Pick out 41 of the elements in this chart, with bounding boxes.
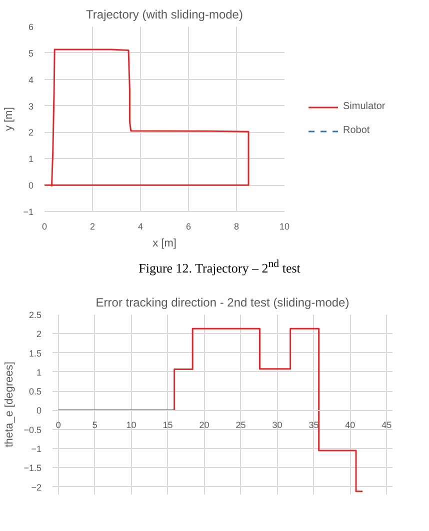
x-tick-label: 20 [199,420,210,430]
y-tick-label: 2 [36,329,42,340]
x-tick-label: 25 [236,420,246,430]
y-tick-label: 3 [28,101,34,112]
x-tick-label: 10 [126,420,136,430]
y-axis-title: theta_e [degrees] [4,362,16,448]
y-axis-title: y [m] [3,107,16,131]
chart-title: Error tracking direction - 2nd test (sliding-mode) [96,296,350,310]
y-tick-label: 0 [36,406,42,416]
y-tick-label: 2 [28,128,34,138]
x-axis-title: x [m] [152,238,176,250]
x-tick-label: 45 [382,420,392,430]
y-tick-label: 5 [28,48,34,58]
y-tick-label: 4 [28,74,34,85]
y-tick-label: 1 [28,154,34,164]
x-tick-label: 5 [92,420,98,430]
caption: Figure 12. Trajectory – 2$^{nd}$ test [138,257,302,278]
y-tick-label: −1.5 [24,463,42,474]
line-series [44,48,250,188]
y-tick-label: 2.5 [28,310,42,320]
chart-title: Trajectory (with sliding-mode) [86,8,243,22]
legend-label: Robot [343,125,370,136]
x-tick-label: 8 [234,222,240,232]
y-tick-label: 1 [36,367,42,378]
x-tick-label: 10 [279,222,290,232]
y-tick-label: 1.5 [28,348,42,358]
x-tick-label: 4 [138,222,144,232]
legend-label: Simulator [343,101,386,112]
x-tick-label: 2 [90,222,96,232]
x-tick-label: 30 [272,420,282,430]
x-tick-label: 15 [162,420,173,430]
y-tick-label: 0 [28,180,34,191]
y-tick-label: −0.5 [24,424,42,435]
x-tick-label: 0 [56,420,61,430]
y-tick-label: 0.5 [28,386,42,397]
x-tick-label: 6 [186,222,192,232]
y-tick-label: 6 [28,22,34,32]
y-tick-label: −2 [31,482,42,492]
y-tick-label: −1 [31,444,42,454]
x-tick-label: 40 [345,420,356,430]
y-tick-label: −1 [23,207,34,217]
